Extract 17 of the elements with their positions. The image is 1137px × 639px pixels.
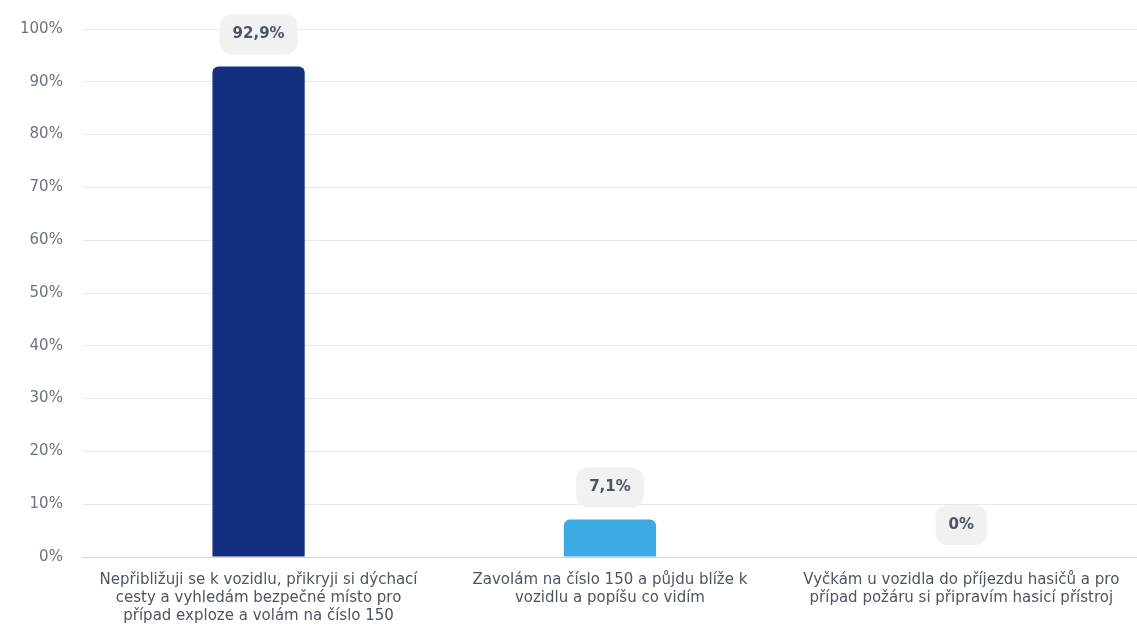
data-label: 7,1% [589,477,631,496]
y-tick-label: 0% [39,546,63,565]
x-tick-label: Vyčkám u vozidla do příjezdu hasičů a pro případ požáru si připravím hasicí přístroj [803,569,1120,606]
y-tick-label: 70% [29,177,63,196]
y-tick-label: 100% [19,18,63,37]
y-tick-label: 30% [29,388,63,407]
y-tick-label: 80% [29,124,63,143]
y-tick-label: 50% [29,282,63,301]
y-tick-label: 90% [29,71,63,90]
data-label: 92,9% [232,24,285,43]
data-label: 0% [948,514,975,533]
y-tick-label: 20% [29,441,63,460]
y-tick-label: 40% [29,335,63,354]
x-tick-label: Nepřibližuji se k vozidlu, přikryji si dýchací cesty a vyhledám bezpečné místo pro případ exploze a volám na číslo 150 [99,569,419,624]
x-tick-label: Zavolám na číslo 150 a půjdu blíže k vozidlu a popíšu co vidím [472,569,748,606]
y-tick-label: 60% [29,230,63,249]
y-tick-label: 10% [29,494,63,513]
